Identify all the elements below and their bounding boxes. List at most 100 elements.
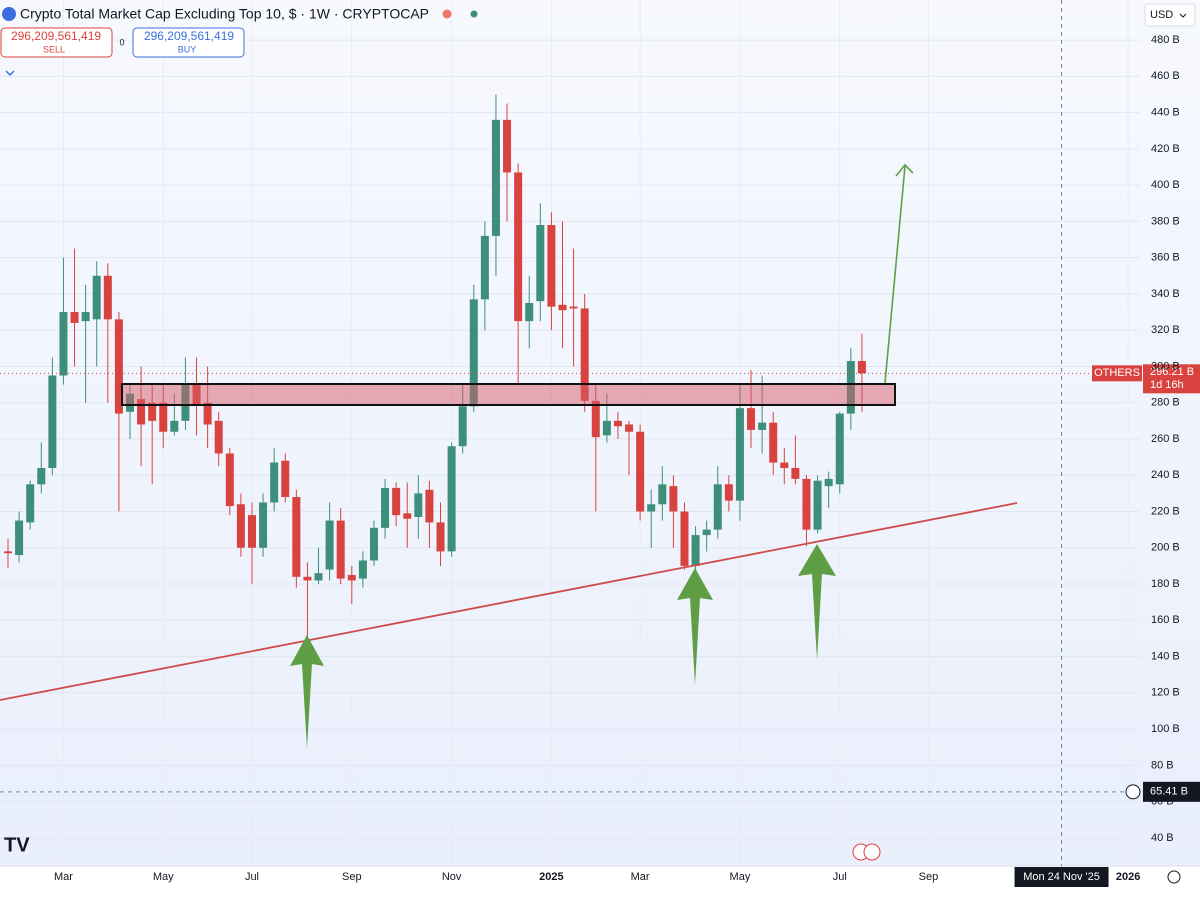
candle-body bbox=[59, 312, 68, 376]
y-tick-label: 200 B bbox=[1151, 542, 1180, 554]
spread: 0 bbox=[119, 37, 124, 47]
y-tick-label: 400 B bbox=[1151, 179, 1180, 191]
y-tick-label: 380 B bbox=[1151, 215, 1180, 227]
y-tick-label: 120 B bbox=[1151, 687, 1180, 699]
candle-body bbox=[236, 504, 245, 548]
candles bbox=[4, 94, 866, 639]
crosshair-y-tag bbox=[1143, 781, 1200, 802]
x-tick-label: May bbox=[153, 871, 174, 883]
candle-body bbox=[314, 573, 323, 581]
candle-body bbox=[170, 420, 179, 432]
y-tick-label: 180 B bbox=[1151, 578, 1180, 590]
candle-body bbox=[281, 460, 290, 498]
candle-body bbox=[458, 406, 467, 447]
resistance-zone bbox=[121, 383, 896, 406]
candle-body bbox=[602, 420, 611, 436]
y-tick-label: 340 B bbox=[1151, 288, 1180, 300]
countdown: 1d 16h bbox=[1150, 379, 1184, 391]
candle-body bbox=[536, 225, 545, 302]
candle-body bbox=[259, 502, 268, 548]
y-tick-label: 480 B bbox=[1151, 34, 1180, 46]
candle-body bbox=[214, 420, 223, 454]
candle-body bbox=[247, 515, 256, 548]
candle-body bbox=[103, 275, 112, 320]
y-tick-label: 320 B bbox=[1151, 324, 1180, 336]
candle-body bbox=[358, 560, 367, 579]
candle-body bbox=[447, 446, 456, 552]
candle-body bbox=[813, 480, 822, 530]
y-tick-label: 360 B bbox=[1151, 252, 1180, 264]
candle-body bbox=[37, 467, 46, 485]
candle-body bbox=[392, 487, 401, 516]
candle-body bbox=[270, 462, 279, 503]
candle-body bbox=[780, 462, 789, 468]
symbol-label: OTHERS bbox=[1094, 367, 1140, 379]
symbol-icon bbox=[2, 7, 16, 21]
y-tick-label: 460 B bbox=[1151, 70, 1180, 82]
candle-body bbox=[159, 402, 168, 432]
buy-button[interactable] bbox=[132, 27, 245, 58]
candle-body bbox=[137, 399, 146, 425]
candle-body bbox=[381, 487, 390, 528]
candle-body bbox=[658, 484, 667, 505]
status-dot bbox=[442, 9, 452, 19]
candle-body bbox=[525, 302, 534, 322]
x-tick-label: 2025 bbox=[539, 871, 563, 883]
candle-body bbox=[724, 484, 733, 501]
y-tick-label: 160 B bbox=[1151, 614, 1180, 626]
crosshair-x-label: Mon 24 Nov '25 bbox=[1023, 871, 1100, 883]
candle-body bbox=[569, 306, 578, 309]
candle-body bbox=[503, 119, 512, 173]
candle-body bbox=[735, 408, 744, 501]
candle-body bbox=[292, 497, 301, 577]
x-tick-label: Mar bbox=[54, 871, 73, 883]
candle-body bbox=[480, 235, 489, 300]
candle-body bbox=[325, 520, 334, 570]
candle-body bbox=[613, 420, 622, 427]
candle-body bbox=[303, 576, 312, 581]
candle-body bbox=[558, 304, 567, 311]
candle-body bbox=[647, 504, 656, 512]
buy-label: BUY bbox=[178, 44, 197, 54]
candle-body bbox=[580, 308, 589, 401]
candle-body bbox=[81, 312, 90, 322]
candle-body bbox=[514, 172, 523, 322]
candle-body bbox=[403, 513, 412, 519]
candle-body bbox=[336, 520, 345, 579]
symbol-tag bbox=[1092, 365, 1142, 382]
last-price-tag bbox=[1143, 364, 1200, 394]
candle-body bbox=[625, 424, 634, 432]
trendline bbox=[0, 502, 1018, 701]
crosshair-y-label: 65.41 B bbox=[1150, 786, 1188, 798]
collapse-toggle[interactable] bbox=[5, 70, 15, 77]
x-tick-label: Jul bbox=[833, 871, 847, 883]
candle-body bbox=[857, 361, 866, 374]
x-tick-label: Jul bbox=[245, 871, 259, 883]
candle-body bbox=[48, 375, 57, 468]
candle-body bbox=[414, 493, 423, 517]
candle-body bbox=[636, 431, 645, 512]
event-icon[interactable] bbox=[863, 843, 881, 861]
settings-icon[interactable] bbox=[1167, 870, 1181, 884]
x-tick-label: Mar bbox=[631, 871, 650, 883]
y-tick-label: 280 B bbox=[1151, 397, 1180, 409]
y-tick-label: 420 B bbox=[1151, 143, 1180, 155]
candle-body bbox=[669, 486, 678, 512]
currency-selector[interactable] bbox=[1144, 3, 1196, 27]
y-tick-label: 100 B bbox=[1151, 723, 1180, 735]
candle-body bbox=[114, 319, 123, 414]
candle-body bbox=[824, 478, 833, 487]
candle-body bbox=[347, 574, 356, 581]
candle-body bbox=[70, 312, 79, 323]
last-price-label: 296.21 B bbox=[1150, 366, 1194, 378]
x-axis-area bbox=[0, 866, 1200, 901]
candle-body bbox=[369, 527, 378, 561]
y-tick-label: 440 B bbox=[1151, 107, 1180, 119]
candle-body bbox=[802, 478, 811, 530]
sell-button[interactable] bbox=[0, 27, 113, 58]
candle-body bbox=[758, 422, 767, 430]
dropdown-caret bbox=[1179, 13, 1187, 18]
y-tick-label: 80 B bbox=[1151, 759, 1174, 771]
currency: USD bbox=[1150, 9, 1173, 21]
